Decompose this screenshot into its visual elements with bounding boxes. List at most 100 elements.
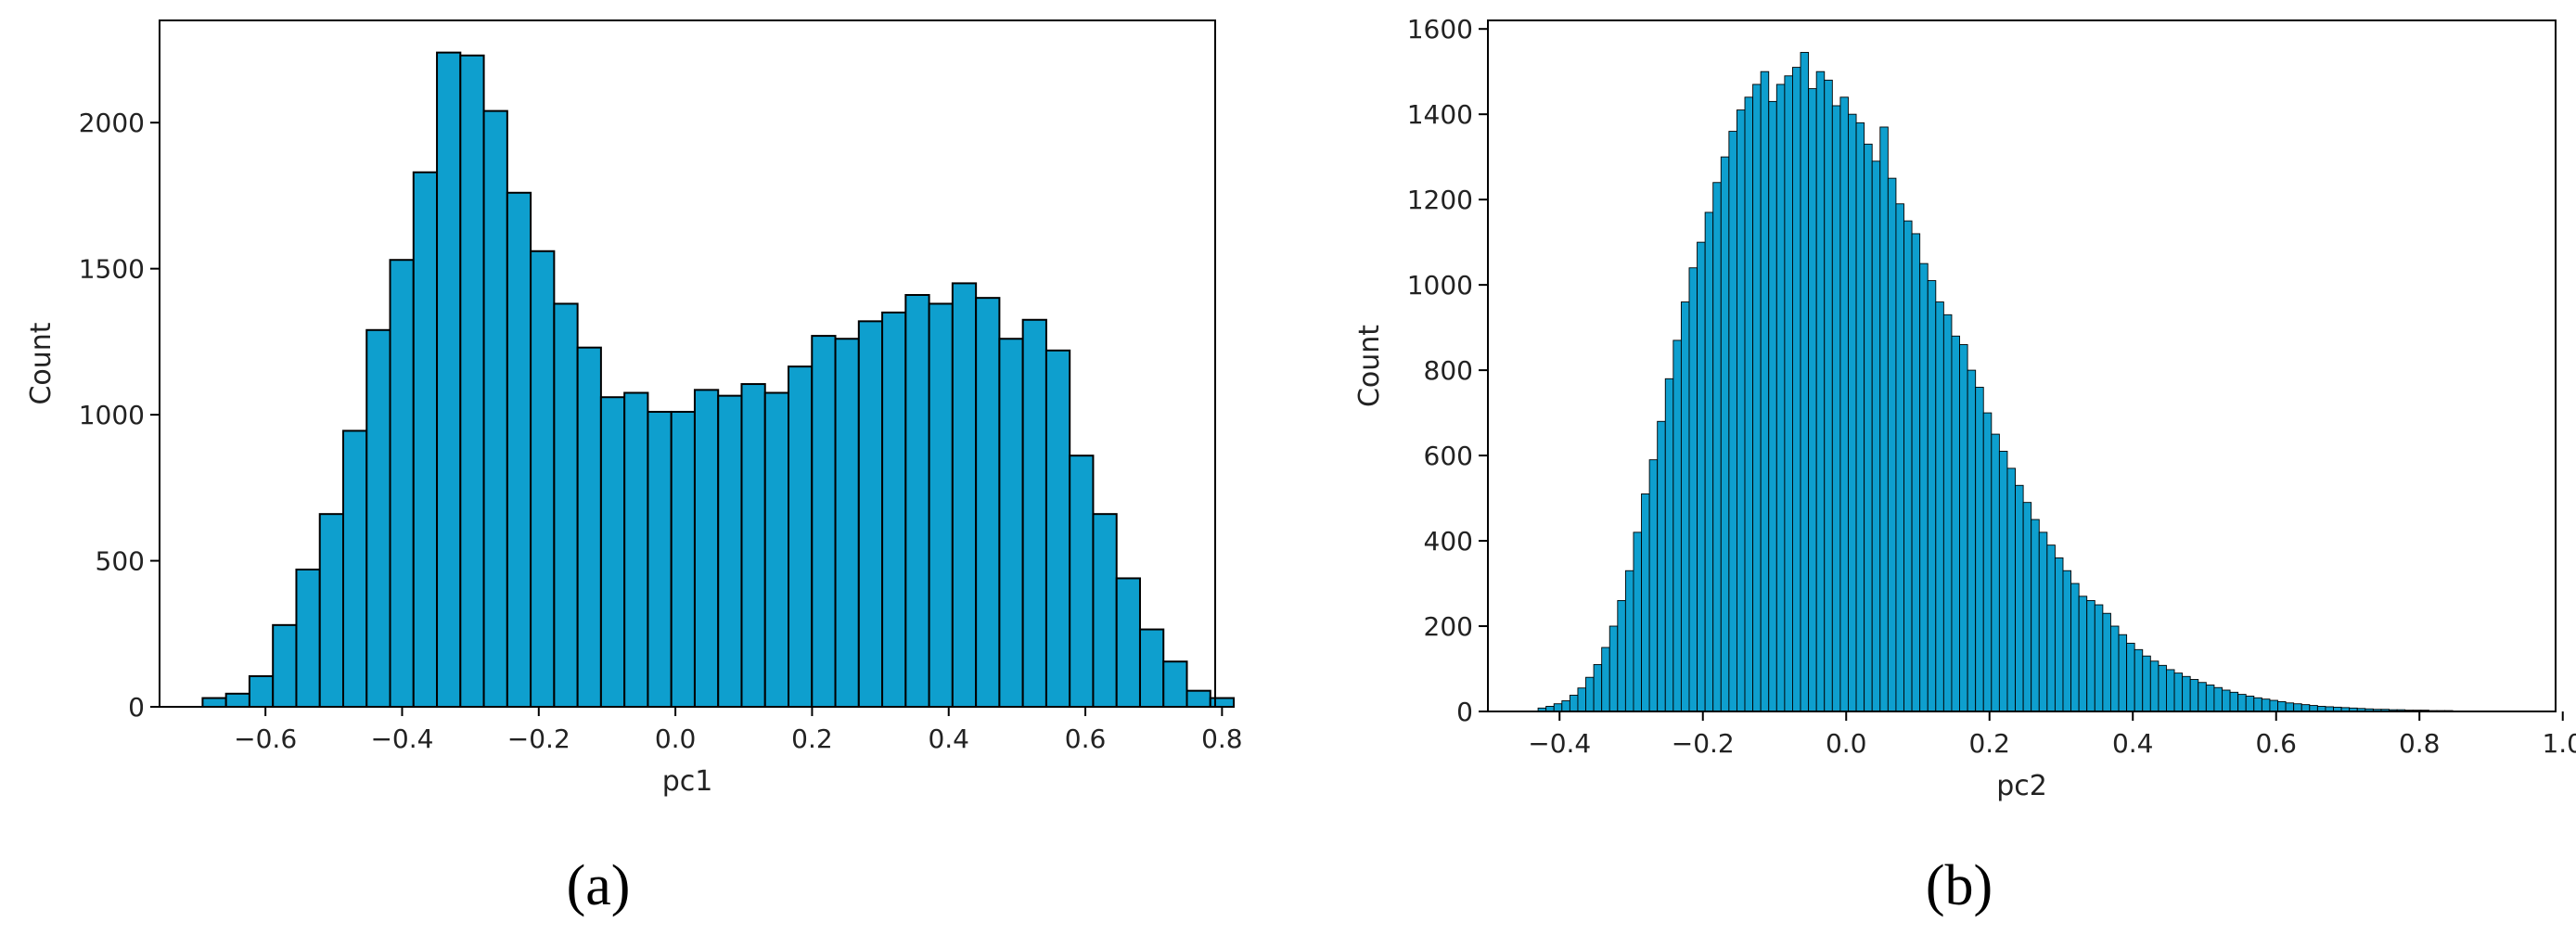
histogram-bar-pc2-15: [1657, 420, 1666, 712]
histogram-bar-pc1-1: [224, 692, 250, 709]
histogram-bar-pc1-11: [459, 54, 485, 709]
histogram-bar-pc1-16: [576, 346, 602, 708]
histogram-panel-pc1: −0.6 −0.4 −0.2 0.0 0.2 0.4 0.6 0.8 0 500 1000 1500…: [25, 19, 1243, 917]
histogram-bar-pc1-36: [1044, 349, 1071, 708]
y-tick-label: 800: [1424, 355, 1473, 386]
histogram-bar-pc1-24: [763, 391, 790, 708]
histogram-bar-pc1-21: [693, 389, 720, 708]
histogram-bar-pc1-26: [811, 335, 837, 708]
histogram-bar-pc1-37: [1069, 455, 1095, 708]
histogram-bar-pc2-29: [1768, 100, 1777, 712]
x-tick-label: 0.6: [1065, 724, 1107, 754]
histogram-bar-pc2-13: [1641, 493, 1650, 712]
histogram-bar-pc2-17: [1672, 339, 1682, 712]
histogram-bar-pc2-75: [2134, 648, 2144, 712]
histogram-bar-pc2-46: [1903, 220, 1913, 712]
x-axis-label-pc2: pc2: [1996, 770, 2047, 802]
histogram-bar-pc1-19: [647, 410, 673, 708]
x-tick-label: 0.2: [791, 724, 833, 754]
plot-frame-pc1: [159, 19, 1216, 708]
y-tick-label: 1400: [1407, 99, 1473, 130]
histogram-bar-pc2-33: [1800, 52, 1810, 712]
histogram-bar-pc2-70: [2094, 604, 2104, 712]
histogram-bar-pc2-37: [1831, 105, 1841, 712]
histogram-bar-pc2-81: [2182, 675, 2191, 712]
histogram-bar-pc2-2: [1553, 703, 1563, 712]
histogram-bar-pc2-64: [2046, 544, 2056, 712]
histogram-bar-pc1-12: [482, 109, 508, 709]
histogram-bar-pc2-94: [2285, 702, 2295, 712]
histogram-bar-pc1-31: [928, 302, 954, 708]
histogram-bar-pc2-68: [2078, 596, 2088, 712]
histogram-bar-pc1-10: [436, 51, 462, 708]
histogram-bar-pc1-39: [1115, 577, 1141, 709]
histogram-bar-pc2-65: [2054, 557, 2064, 712]
histogram-bar-pc1-33: [975, 297, 1001, 708]
histogram-bar-pc1-35: [1021, 318, 1047, 708]
x-tick-label: −0.4: [1528, 728, 1591, 759]
y-tick-label: 2000: [79, 108, 145, 138]
histogram-bar-pc2-19: [1688, 267, 1698, 712]
histogram-bar-pc2-39: [1848, 113, 1857, 712]
histogram-bar-pc1-34: [998, 338, 1024, 708]
histogram-bar-pc2-38: [1839, 96, 1849, 712]
y-tick-label: 1600: [1407, 14, 1473, 45]
histogram-bar-pc1-32: [951, 282, 978, 708]
histogram-bar-pc1-22: [717, 394, 743, 708]
x-tick-label: 0.4: [928, 724, 969, 754]
y-tick-label: 1000: [1407, 270, 1473, 301]
histogram-bar-pc2-82: [2189, 679, 2199, 712]
y-tick-label: 400: [1424, 526, 1473, 557]
histogram-bar-pc2-14: [1648, 459, 1659, 712]
x-tick-label: 0.6: [2255, 728, 2297, 759]
histogram-bar-pc2-21: [1704, 211, 1714, 712]
panel-label-b: (b): [1926, 854, 1993, 917]
histogram-bar-pc2-26: [1744, 96, 1754, 712]
x-tick-label: 0.2: [1968, 728, 2010, 759]
x-tick-label: 1.0: [2542, 728, 2576, 759]
histogram-bar-pc1-2: [248, 674, 275, 709]
histogram-bar-pc2-25: [1736, 109, 1746, 712]
histogram-bar-pc2-78: [2158, 664, 2167, 712]
histogram-bar-pc2-59: [2006, 468, 2016, 712]
y-axis-label-pc2: Count: [1353, 325, 1386, 407]
histogram-bar-pc1-13: [506, 191, 532, 709]
histogram-bars-pc1: [201, 51, 1236, 709]
y-axis-ticks-pc1: 0 500 1000 1500 2000: [79, 108, 160, 723]
x-tick-label: −0.6: [234, 724, 297, 754]
histogram-bar-pc1-14: [530, 250, 556, 708]
histogram-bar-pc2-3: [1561, 700, 1570, 712]
histogram-bar-pc2-63: [2038, 532, 2048, 712]
histogram-bar-pc2-79: [2166, 669, 2175, 712]
histogram-bar-pc2-42: [1871, 160, 1881, 712]
x-axis-ticks-pc2: −0.4 −0.2 0.0 0.2 0.4 0.6 0.8 1.0: [1528, 711, 2576, 759]
histogram-bar-pc2-31: [1784, 75, 1793, 712]
histogram-bar-pc2-4: [1569, 695, 1579, 712]
y-axis-ticks-pc2: 0 200 400 600 800 1000 1200 1400 1600: [1407, 14, 1488, 727]
y-tick-label: 0: [128, 692, 145, 723]
histogram-bar-pc2-22: [1712, 182, 1722, 712]
x-tick-label: 0.0: [1826, 728, 1867, 759]
histogram-bar-pc2-54: [1967, 369, 1977, 712]
histogram-bar-pc2-16: [1664, 378, 1674, 712]
panel-label-a: (a): [567, 854, 631, 917]
histogram-bar-pc1-27: [834, 338, 860, 708]
histogram-bar-pc1-41: [1162, 660, 1188, 709]
histogram-bar-pc2-23: [1720, 156, 1730, 712]
histogram-bar-pc1-3: [272, 623, 298, 709]
histogram-bar-pc2-55: [1975, 387, 1984, 712]
histogram-bar-pc2-8: [1601, 647, 1610, 712]
histogram-bar-pc2-85: [2213, 686, 2223, 712]
histogram-bar-pc2-41: [1864, 143, 1873, 712]
histogram-bar-pc1-28: [857, 320, 884, 708]
histogram-bar-pc2-9: [1608, 625, 1619, 712]
histogram-bar-pc2-18: [1680, 301, 1690, 712]
histogram-bar-pc2-66: [2062, 570, 2072, 712]
histogram-bar-pc2-73: [2118, 634, 2128, 712]
y-tick-label: 1200: [1407, 185, 1473, 215]
histogram-bar-pc2-62: [2031, 519, 2040, 712]
histogram-bar-pc2-51: [1942, 314, 1953, 712]
x-tick-label: 0.8: [1201, 724, 1243, 754]
histogram-bar-pc2-28: [1760, 70, 1770, 712]
histogram-bars-pc2: [1537, 52, 2454, 712]
